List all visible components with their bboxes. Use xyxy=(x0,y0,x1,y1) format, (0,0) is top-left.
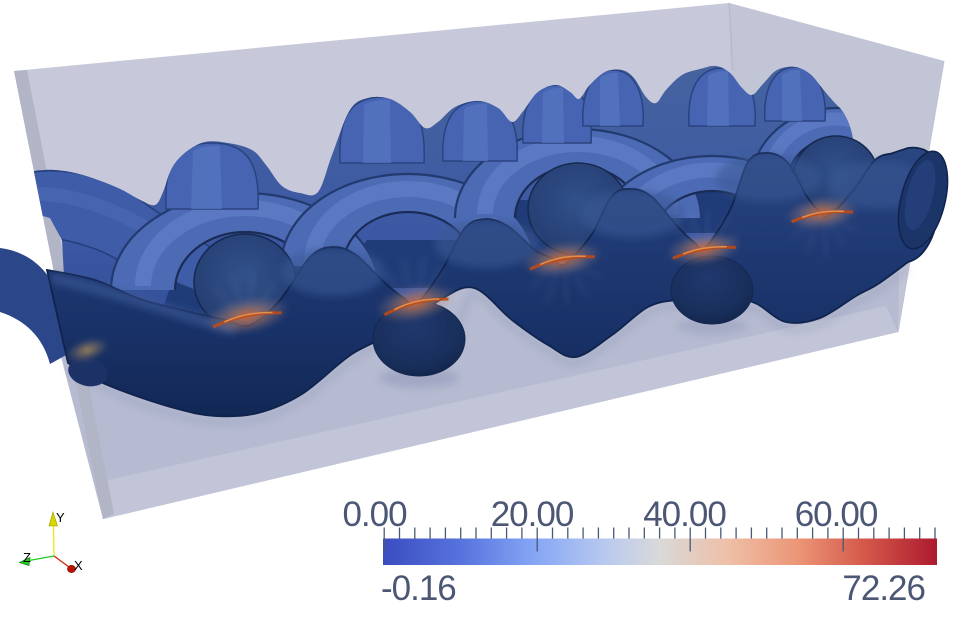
svg-text:-0.16: -0.16 xyxy=(381,569,456,608)
svg-text:72.26: 72.26 xyxy=(842,569,925,608)
svg-text:40.00: 40.00 xyxy=(643,495,726,534)
svg-text:20.00: 20.00 xyxy=(491,495,574,534)
svg-text:Z: Z xyxy=(23,550,31,565)
svg-text:0.00: 0.00 xyxy=(342,495,407,534)
svg-text:Y: Y xyxy=(56,510,65,525)
svg-text:X: X xyxy=(74,558,83,573)
svg-text:60.00: 60.00 xyxy=(795,495,878,534)
